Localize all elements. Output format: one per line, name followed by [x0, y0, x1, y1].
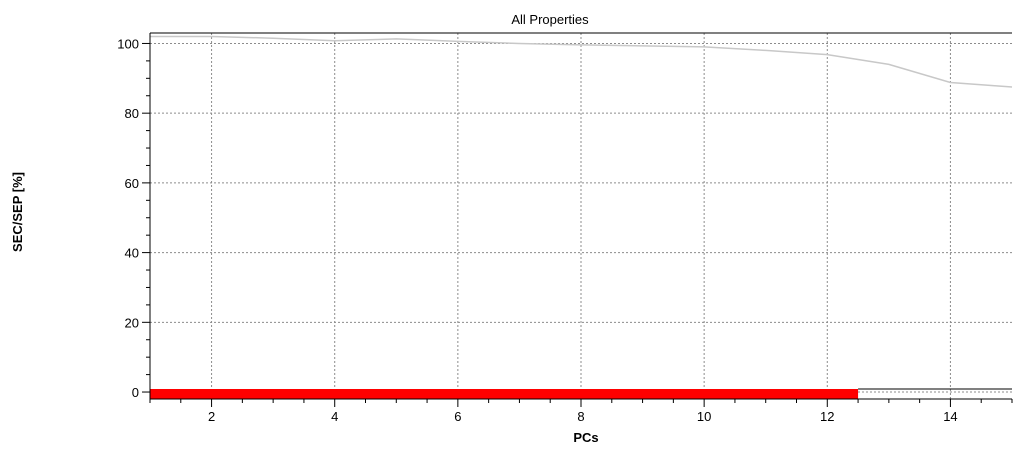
- tick-label-layer: 0 20 40 60 80 100 2 4 6 8 10 12 14: [117, 36, 957, 424]
- x-tick-label: 14: [943, 409, 957, 424]
- series-line-0: [150, 35, 1013, 88]
- x-tick-label: 2: [208, 409, 215, 424]
- series-layer: [150, 35, 1013, 399]
- chart-title: All Properties: [511, 12, 589, 27]
- y-axis-label: SEC/SEP [%]: [10, 172, 25, 252]
- y-tick-label: 40: [125, 246, 139, 261]
- axis-layer: [142, 32, 1013, 407]
- x-tick-label: 6: [454, 409, 461, 424]
- y-tick-label: 0: [132, 385, 139, 400]
- x-tick-label: 10: [697, 409, 711, 424]
- y-tick-label: 60: [125, 176, 139, 191]
- x-tick-label: 4: [331, 409, 338, 424]
- x-tick-label: 8: [577, 409, 584, 424]
- y-tick-label: 100: [117, 36, 139, 51]
- x-tick-label: 12: [820, 409, 834, 424]
- x-axis-label: PCs: [573, 430, 598, 445]
- y-tick-label: 20: [125, 315, 139, 330]
- selection-bar: [150, 389, 859, 399]
- y-tick-label: 80: [125, 106, 139, 121]
- grid-layer: [150, 33, 1012, 399]
